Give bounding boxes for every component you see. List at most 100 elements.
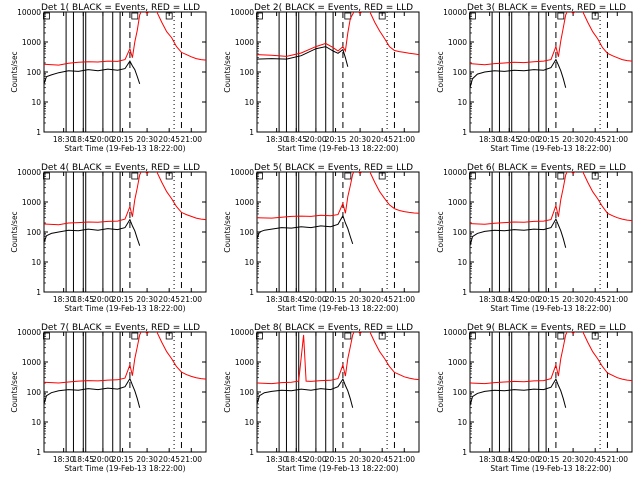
y-tick-label: 100 bbox=[240, 228, 255, 237]
y-tick-label: 1 bbox=[249, 288, 254, 297]
y-axis-label: Counts/sec bbox=[436, 211, 445, 252]
top-square-marker bbox=[591, 332, 599, 340]
y-tick-label: 1 bbox=[462, 128, 467, 137]
x-tick-label: 20:15 bbox=[325, 295, 347, 304]
x-axis-label: Start Time (19-Feb-13 18:22:00) bbox=[64, 144, 185, 153]
x-tick-label: 20:00 bbox=[92, 295, 114, 304]
top-square-marker bbox=[469, 332, 476, 340]
x-tick-label: 20:00 bbox=[518, 295, 540, 304]
x-tick-label: 21:00 bbox=[606, 455, 628, 464]
series-events-line bbox=[470, 217, 567, 248]
series-events-line bbox=[44, 377, 141, 408]
x-tick-label: 20:45 bbox=[584, 135, 606, 144]
x-tick-label: 20:00 bbox=[305, 135, 327, 144]
top-square-marker bbox=[43, 172, 50, 180]
series-events-line bbox=[470, 58, 567, 88]
y-tick-label: 100 bbox=[240, 68, 255, 77]
x-tick-label: 21:00 bbox=[180, 295, 202, 304]
y-axis-label: Counts/sec bbox=[436, 51, 445, 92]
x-tick-label: 18:45 bbox=[498, 295, 520, 304]
y-tick-label: 1000 bbox=[22, 38, 41, 47]
x-tick-label: 20:30 bbox=[562, 455, 584, 464]
y-tick-label: 1 bbox=[36, 288, 41, 297]
x-tick-label: 18:45 bbox=[285, 135, 307, 144]
x-tick-label: 18:30 bbox=[479, 135, 501, 144]
x-axis-label: Start Time (19-Feb-13 18:22:00) bbox=[490, 304, 611, 313]
y-tick-label: 100 bbox=[27, 388, 42, 397]
series-events-line bbox=[257, 214, 354, 245]
top-square-marker bbox=[591, 12, 599, 20]
series-events-line bbox=[257, 46, 349, 67]
x-tick-label: 18:30 bbox=[53, 295, 75, 304]
x-tick-label: 20:30 bbox=[136, 295, 158, 304]
top-square-marker bbox=[469, 172, 476, 180]
x-tick-label: 20:00 bbox=[518, 135, 540, 144]
x-tick-label: 18:45 bbox=[72, 455, 94, 464]
x-tick-label: 18:30 bbox=[266, 295, 288, 304]
y-tick-label: 10 bbox=[457, 258, 467, 267]
y-tick-label: 10 bbox=[31, 258, 41, 267]
y-tick-label: 1 bbox=[462, 448, 467, 457]
panel-title: Det 4( BLACK = Events, RED = LLD bbox=[41, 163, 200, 173]
series-lld-line bbox=[470, 172, 632, 225]
y-tick-label: 1000 bbox=[22, 198, 41, 207]
y-tick-label: 10000 bbox=[443, 328, 467, 337]
y-tick-label: 100 bbox=[453, 68, 468, 77]
x-tick-label: 18:30 bbox=[53, 455, 75, 464]
y-tick-label: 1000 bbox=[448, 198, 467, 207]
top-square-marker bbox=[165, 172, 173, 180]
top-square-marker bbox=[165, 332, 173, 340]
x-tick-label: 20:30 bbox=[349, 135, 371, 144]
top-square-marker bbox=[344, 332, 352, 340]
top-square-marker bbox=[344, 12, 352, 20]
x-tick-label: 20:15 bbox=[538, 295, 560, 304]
x-tick-label: 20:15 bbox=[112, 295, 134, 304]
panel-det-7: Det 7( BLACK = Events, RED = LLD 1 10 100 10… bbox=[10, 323, 207, 473]
top-square-marker bbox=[557, 172, 565, 180]
x-tick-label: 18:30 bbox=[479, 455, 501, 464]
y-tick-label: 1 bbox=[36, 448, 41, 457]
y-tick-label: 10 bbox=[244, 98, 254, 107]
x-tick-label: 21:00 bbox=[393, 295, 415, 304]
x-tick-label: 20:00 bbox=[92, 455, 114, 464]
panel-det-2: Det 2( BLACK = Events, RED = LLD 1 10 100 10… bbox=[223, 3, 420, 153]
x-tick-label: 20:15 bbox=[538, 135, 560, 144]
x-tick-label: 20:30 bbox=[562, 135, 584, 144]
top-square-marker bbox=[131, 12, 139, 20]
x-tick-label: 20:30 bbox=[562, 295, 584, 304]
x-tick-label: 20:30 bbox=[136, 135, 158, 144]
series-lld-line bbox=[44, 332, 206, 384]
x-tick-label: 18:30 bbox=[53, 135, 75, 144]
x-axis-label: Start Time (19-Feb-13 18:22:00) bbox=[277, 144, 398, 153]
x-tick-label: 18:45 bbox=[72, 135, 94, 144]
top-square-marker bbox=[344, 172, 352, 180]
x-tick-label: 20:45 bbox=[158, 135, 180, 144]
y-tick-label: 10 bbox=[457, 418, 467, 427]
top-square-marker bbox=[469, 12, 476, 20]
y-tick-label: 1000 bbox=[235, 38, 254, 47]
top-square-marker bbox=[557, 332, 565, 340]
top-square-marker bbox=[378, 12, 386, 20]
x-tick-label: 18:45 bbox=[498, 135, 520, 144]
x-tick-label: 20:30 bbox=[349, 455, 371, 464]
x-tick-label: 18:45 bbox=[285, 455, 307, 464]
series-events-line bbox=[470, 377, 567, 408]
x-tick-label: 21:00 bbox=[606, 295, 628, 304]
x-tick-label: 21:00 bbox=[180, 455, 202, 464]
x-axis-label: Start Time (19-Feb-13 18:22:00) bbox=[277, 464, 398, 473]
x-tick-label: 18:45 bbox=[498, 455, 520, 464]
y-tick-label: 1 bbox=[36, 128, 41, 137]
series-lld-line bbox=[470, 332, 632, 385]
x-tick-label: 20:15 bbox=[112, 455, 134, 464]
y-tick-label: 100 bbox=[453, 228, 468, 237]
x-axis-label: Start Time (19-Feb-13 18:22:00) bbox=[490, 464, 611, 473]
y-tick-label: 100 bbox=[240, 388, 255, 397]
x-axis-label: Start Time (19-Feb-13 18:22:00) bbox=[64, 464, 185, 473]
x-tick-label: 21:00 bbox=[393, 455, 415, 464]
series-lld-line bbox=[257, 332, 419, 385]
panel-title: Det 8( BLACK = Events, RED = LLD bbox=[254, 323, 413, 333]
y-tick-label: 10000 bbox=[17, 8, 41, 17]
top-square-marker bbox=[43, 12, 50, 20]
y-tick-label: 100 bbox=[453, 388, 468, 397]
x-axis-label: Start Time (19-Feb-13 18:22:00) bbox=[277, 304, 398, 313]
